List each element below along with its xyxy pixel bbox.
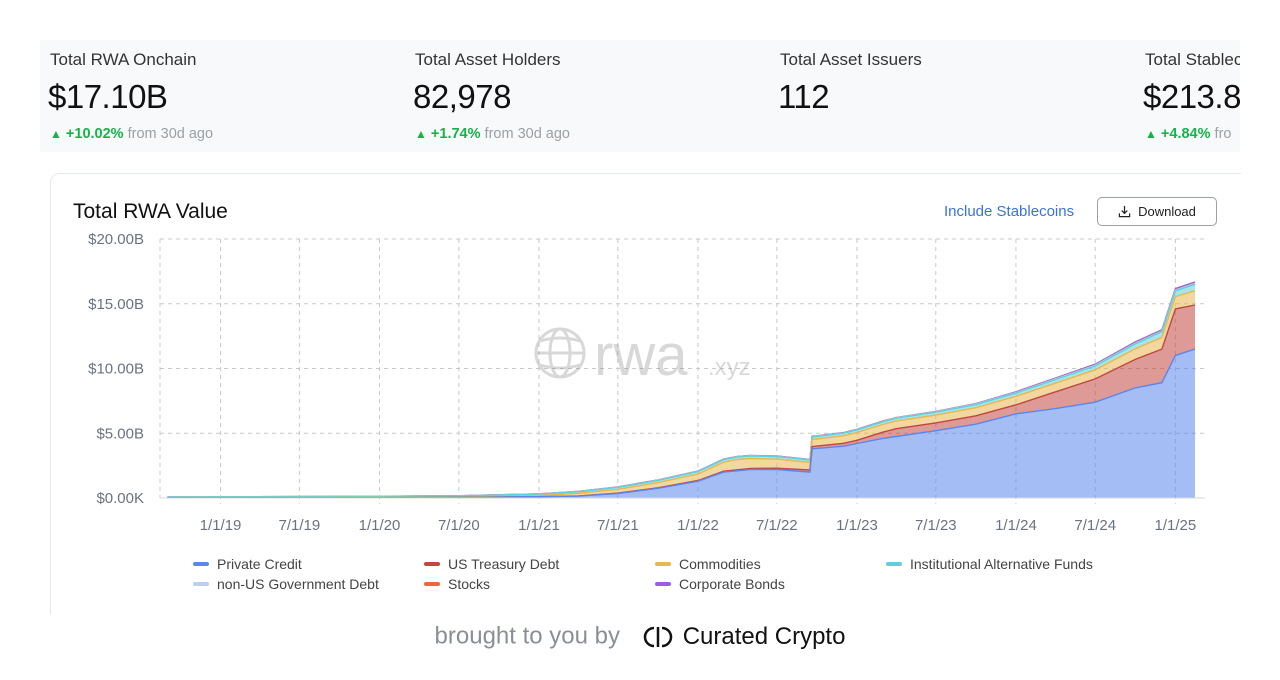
legend-non-us-gov-debt[interactable]: non-US Government Debt	[193, 576, 379, 592]
y-tick-label: $20.00B	[88, 231, 144, 248]
series-line-private-credit	[167, 348, 1196, 499]
legend-swatch	[886, 562, 902, 566]
brand-name: Curated Crypto	[682, 622, 846, 650]
legend-swatch	[424, 562, 440, 566]
x-tick-label: 7/1/19	[279, 517, 321, 534]
x-tick-label: 1/1/24	[995, 517, 1037, 534]
legend-private-credit[interactable]: Private Credit	[193, 556, 302, 572]
chart-areas	[167, 281, 1196, 499]
legend-swatch	[193, 562, 209, 566]
stat-change-suffix: fro	[1214, 126, 1232, 142]
stat-label: Total Stablec	[1145, 50, 1240, 69]
download-label: Download	[1138, 204, 1196, 219]
stat-value: $17.10B	[48, 78, 168, 115]
chart-axes: $0.00K $5.00B $10.00B $15.00B $20.00B 1/1/19 7…	[88, 231, 1205, 534]
legend-institutional-alt-funds[interactable]: Institutional Alternative Funds	[886, 556, 1093, 572]
legend-commodities[interactable]: Commodities	[655, 556, 761, 572]
stat-change-pct: +1.74%	[430, 126, 481, 142]
x-tick-label: 1/1/22	[677, 517, 719, 534]
x-tick-label: 7/1/21	[597, 517, 639, 534]
series-line-institutional-alternative-funds	[167, 283, 1196, 498]
y-tick-label: $15.00B	[88, 296, 144, 313]
x-tick-label: 1/1/19	[200, 517, 242, 534]
stat-label: Total Asset Issuers	[780, 50, 922, 69]
legend-corporate-bonds[interactable]: Corporate Bonds	[655, 576, 785, 592]
legend-label: Commodities	[679, 556, 761, 572]
stats-band: Total RWA Onchain $17.10B ▲ +10.02% from…	[40, 40, 1240, 152]
curated-crypto-logo-icon	[643, 626, 672, 647]
chart-title: Total RWA Value	[73, 200, 228, 223]
footer: brought to you by Curated Crypto	[0, 622, 1280, 651]
stat-value: 112	[778, 78, 830, 115]
x-tick-label: 7/1/23	[915, 517, 957, 534]
x-tick-label: 1/1/21	[518, 517, 560, 534]
watermark-suffix: .xyz	[708, 354, 751, 381]
x-tick-label: 7/1/22	[756, 517, 798, 534]
series-line-commodities	[167, 290, 1196, 499]
stat-change: ▲ +1.74% from 30d ago	[415, 126, 570, 142]
legend-swatch	[424, 582, 440, 586]
y-tick-label: $0.00K	[96, 490, 144, 507]
rwa-watermark: rwa .xyz	[534, 323, 751, 388]
curated-crypto-brand[interactable]: Curated Crypto	[641, 622, 846, 651]
series-area-private-credit	[167, 349, 1195, 498]
globe-icon	[534, 327, 586, 379]
x-tick-label: 1/1/20	[359, 517, 401, 534]
legend-swatch	[655, 582, 671, 586]
legend-stocks[interactable]: Stocks	[424, 576, 490, 592]
x-tick-label: 7/1/20	[438, 517, 480, 534]
watermark-main: rwa	[594, 323, 688, 388]
download-icon	[1118, 205, 1131, 218]
stat-change: ▲ +10.02% from 30d ago	[50, 126, 213, 142]
legend-label: US Treasury Debt	[448, 556, 560, 572]
stat-change-suffix: from 30d ago	[127, 126, 214, 142]
stat-change-pct: +10.02%	[65, 126, 124, 142]
stat-change-suffix: from 30d ago	[484, 126, 570, 142]
include-stablecoins-toggle[interactable]: Include Stablecoins	[944, 203, 1075, 220]
stat-label: Total Asset Holders	[415, 50, 561, 69]
legend-us-treasury[interactable]: US Treasury Debt	[424, 556, 559, 572]
legend-label: non-US Government Debt	[217, 576, 379, 592]
footer-text: brought to you by	[434, 622, 621, 650]
download-button[interactable]: Download	[1097, 197, 1217, 226]
legend-label: Corporate Bonds	[679, 576, 785, 592]
x-tick-label: 1/1/23	[836, 517, 878, 534]
legend-label: Stocks	[448, 576, 491, 592]
x-tick-label: 7/1/24	[1074, 517, 1116, 534]
legend-label: Private Credit	[217, 556, 302, 572]
y-tick-label: $10.00B	[88, 361, 144, 378]
stat-change-pct: +4.84%	[1160, 126, 1211, 142]
stat-label: Total RWA Onchain	[50, 50, 197, 69]
chart-card: Total RWA Value Include Stablecoins Down…	[50, 173, 1241, 614]
legend-label: Institutional Alternative Funds	[910, 556, 1093, 572]
stat-change: ▲ +4.84% fro	[1145, 126, 1231, 142]
rwa-value-chart: rwa .xyz $0.00K $5.00B $10.00B $15.00B $20.0…	[88, 231, 1205, 534]
y-tick-label: $5.00B	[96, 425, 144, 442]
stat-value: 82,978	[413, 78, 511, 115]
up-arrow-icon: ▲	[50, 127, 62, 141]
stat-value: $213.8	[1143, 78, 1240, 115]
legend-swatch	[193, 582, 209, 586]
x-tick-label: 1/1/25	[1155, 517, 1197, 534]
up-arrow-icon: ▲	[1145, 127, 1157, 141]
up-arrow-icon: ▲	[415, 127, 427, 141]
legend-swatch	[655, 562, 671, 566]
